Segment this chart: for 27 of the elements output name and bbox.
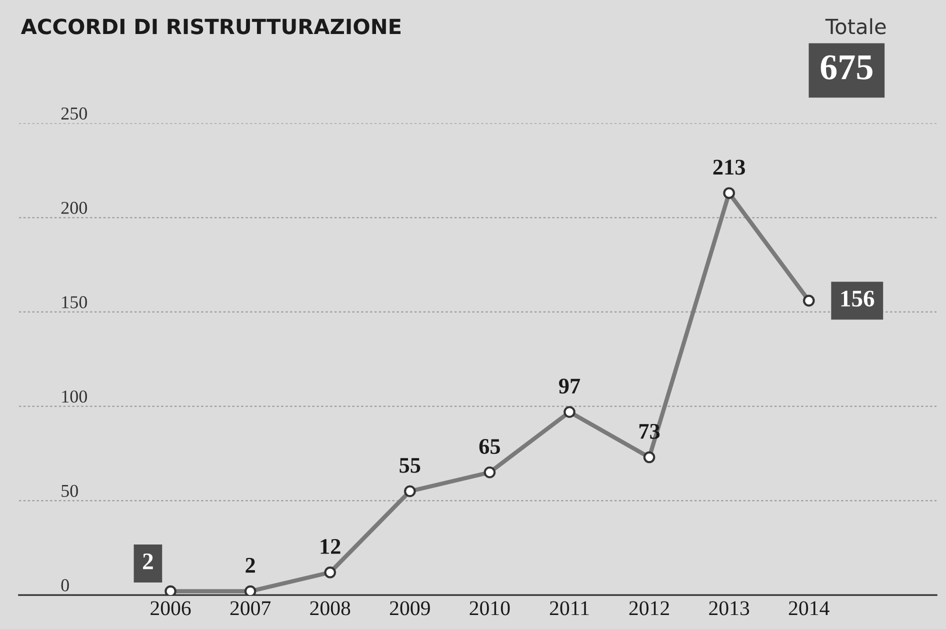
y-tick-label: 250 (61, 107, 87, 120)
y-tick-label: 50 (62, 484, 78, 498)
y-tick-label: 100 (62, 390, 87, 403)
x-tick-label: 2012 (629, 601, 669, 616)
y-tick-label: 150 (62, 296, 87, 308)
x-tick-label: 2011 (550, 601, 589, 616)
x-tick-label: 2007 (230, 601, 271, 616)
text: 675 (820, 55, 872, 80)
x-tick-label: 2006 (150, 601, 191, 616)
data-label: 65 (479, 439, 500, 454)
data-label: 2 (143, 554, 153, 570)
x-tick-label: 2014 (788, 601, 830, 616)
data-label: 156 (841, 290, 874, 307)
data-label: 12 (320, 539, 340, 554)
data-label: 55 (400, 458, 420, 473)
x-tick-label: 2013 (709, 601, 750, 616)
x-tick-label: 2008 (310, 601, 350, 616)
x-tick-label: 2009 (390, 601, 430, 616)
data-label: 73 (639, 424, 660, 439)
x-tick-label: 2010 (470, 601, 510, 616)
data-label: 213 (713, 160, 745, 175)
text: Totale (825, 18, 886, 34)
y-tick-label: 200 (61, 202, 87, 214)
y-tick-label: 0 (61, 579, 69, 592)
data-label: 2 (246, 558, 255, 573)
data-label: 97 (558, 378, 580, 394)
chart-title: ACCORDI DI RISTRUTTURAZIONE (20, 18, 401, 34)
